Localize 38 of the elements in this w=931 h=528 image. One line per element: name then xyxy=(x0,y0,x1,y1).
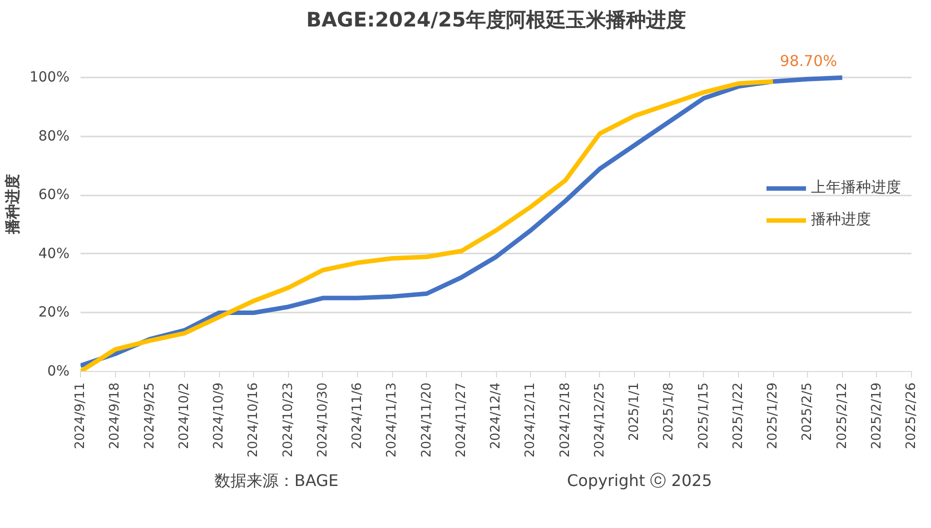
x-tick-label: 2025/1/15 xyxy=(696,382,712,450)
y-tick-label: 40% xyxy=(38,246,70,262)
x-tick-label: 2024/10/16 xyxy=(246,382,262,458)
y-tick-label: 60% xyxy=(38,187,70,204)
y-tick-label: 80% xyxy=(38,128,70,144)
x-tick-label: 2024/12/11 xyxy=(523,382,538,458)
x-tick-label: 2024/11/27 xyxy=(454,382,469,458)
y-axis-title: 播种进度 xyxy=(3,174,22,235)
annotation: 98.70% xyxy=(780,52,838,70)
x-tick-label: 2024/9/18 xyxy=(108,382,123,450)
x-tick-label: 2024/9/25 xyxy=(142,382,158,450)
text: Copyright ⓒ 2025 xyxy=(566,471,712,490)
x-tick-label: 2025/1/8 xyxy=(662,382,677,441)
x-tick-label: 2025/2/26 xyxy=(904,382,919,450)
x-tick-label: 2025/1/22 xyxy=(730,382,746,450)
x-tick-label: 2024/12/25 xyxy=(592,382,608,458)
x-tick-label: 2024/11/20 xyxy=(419,382,434,458)
x-tick-label: 2024/12/18 xyxy=(558,382,573,458)
x-tick-label: 2025/2/12 xyxy=(834,382,850,450)
y-tick-label: 100% xyxy=(29,70,70,86)
x-tick-label: 2024/10/2 xyxy=(176,382,192,450)
x-tick-label: 2024/11/6 xyxy=(350,382,365,450)
source-note: 数据来源：BAGE xyxy=(214,471,339,490)
x-tick-label: 2024/10/9 xyxy=(212,382,226,450)
chart-title: BAGE:2024/25年度阿根廷玉米播种进度 xyxy=(306,8,686,32)
x-tick-label: 2025/1/29 xyxy=(766,382,780,450)
x-tick-label: 2025/2/19 xyxy=(869,382,884,450)
x-tick-label: 2024/9/11 xyxy=(73,382,88,450)
x-tick-label: 2024/11/13 xyxy=(384,382,400,458)
legend-label: 上年播种进度 xyxy=(811,178,901,197)
x-tick-label: 2025/2/5 xyxy=(800,382,816,441)
x-tick-label: 2024/12/4 xyxy=(488,382,504,450)
legend-label: 播种进度 xyxy=(811,210,871,229)
x-tick-label: 2024/10/23 xyxy=(280,382,296,458)
y-tick-label: 20% xyxy=(38,304,70,321)
x-tick-label: 2024/10/30 xyxy=(315,382,330,458)
y-tick-label: 0% xyxy=(47,364,70,380)
x-tick-label: 2025/1/1 xyxy=(627,382,642,441)
